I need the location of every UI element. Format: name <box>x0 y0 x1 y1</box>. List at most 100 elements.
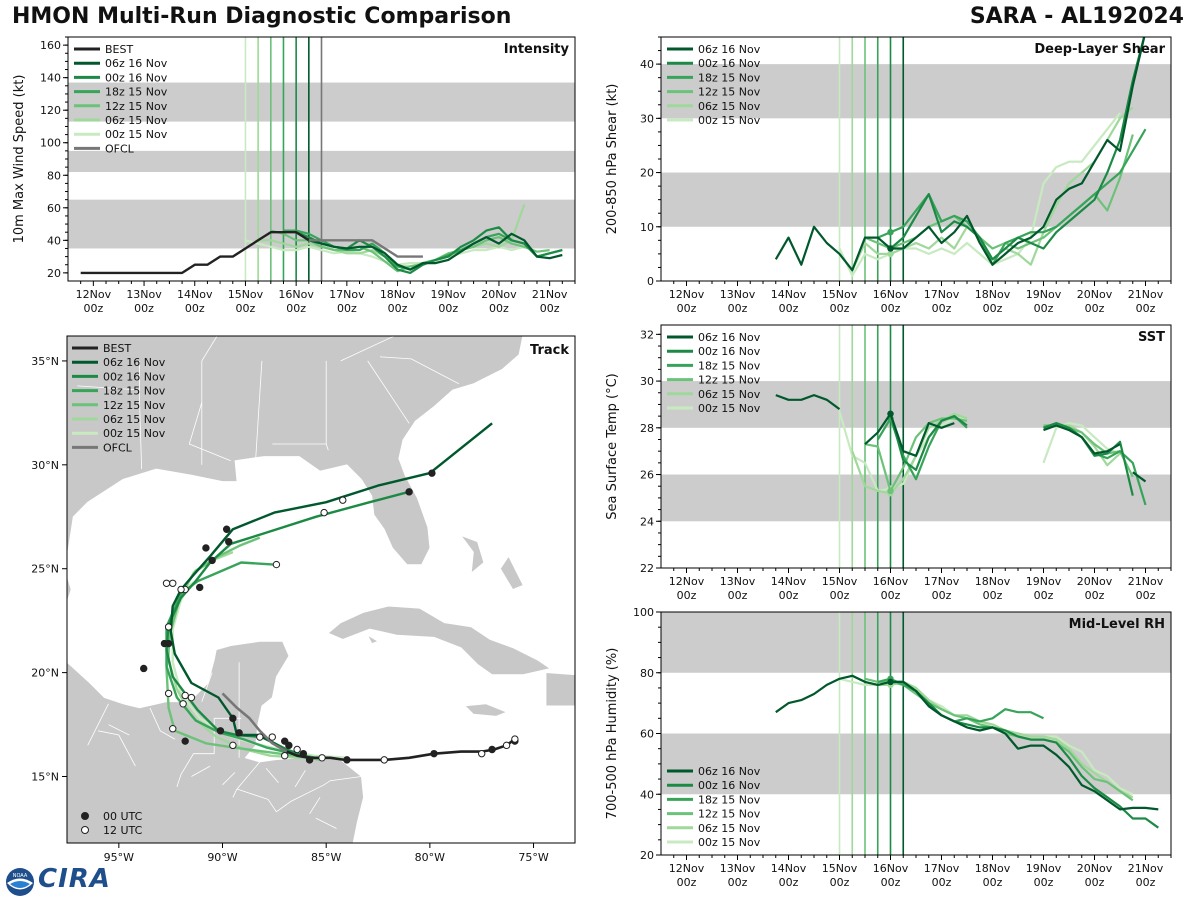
x-tick-date: 19Nov <box>431 288 467 301</box>
axes-frame <box>66 335 576 844</box>
y-tick-label: 60 <box>47 202 61 215</box>
y-tick-label: 20 <box>640 849 654 862</box>
central-america-landmass <box>67 574 364 843</box>
usa-landmass <box>67 336 524 565</box>
x-tick-hour: 00z <box>881 589 901 602</box>
x-tick-date: 13Nov <box>720 575 756 588</box>
marker-12utc <box>502 741 511 750</box>
x-tick-date: 12Nov <box>76 288 112 301</box>
lon-tick-label: 95°W <box>104 851 134 864</box>
x-tick-hour: 00z <box>932 876 952 889</box>
marker-00utc <box>222 525 231 533</box>
x-tick-hour: 00z <box>236 302 256 315</box>
x-tick-hour: 00z <box>1136 876 1156 889</box>
political-border <box>149 707 175 740</box>
series-line <box>877 128 1147 266</box>
y-tick-label: 28 <box>640 422 654 435</box>
noaa-label: NOAA <box>13 873 28 879</box>
lon-tick-label: 75°W <box>518 851 548 864</box>
x-tick-date: 17Nov <box>924 862 960 875</box>
series-line <box>1132 471 1147 483</box>
x-tick-hour: 00z <box>830 589 850 602</box>
lat-tick-label: 35°N <box>31 355 59 368</box>
legend-label: 06z 16 Nov <box>698 331 761 344</box>
marker-12utc <box>164 623 173 631</box>
x-tick-date: 20Nov <box>1077 862 1113 875</box>
lon-tick-label: 80°W <box>415 851 445 864</box>
panel-title: Intensity <box>504 42 570 57</box>
political-border <box>191 765 211 777</box>
marker-12utc <box>380 756 388 764</box>
panel-title: Deep-Layer Shear <box>1034 42 1165 57</box>
panel-title: Mid-Level RH <box>1069 617 1165 632</box>
legend-label: 18z 15 Nov <box>698 359 761 372</box>
shaded-band <box>661 612 1171 673</box>
x-tick-date: 17Nov <box>924 575 960 588</box>
legend-label: 00z 15 Nov <box>698 114 761 127</box>
y-axis-label: 700-500 hPa Humidity (%) <box>605 648 620 820</box>
x-tick-date: 12Nov <box>669 288 705 301</box>
legend-label: 00z 16 Nov <box>105 71 168 84</box>
series-line <box>1042 422 1121 464</box>
political-border <box>309 797 321 815</box>
marker-12utc <box>339 496 347 504</box>
political-border <box>188 402 231 462</box>
bahamas-landmass <box>499 555 524 590</box>
x-tick-date: 21Nov <box>532 288 568 301</box>
x-tick-date: 20Nov <box>1077 575 1113 588</box>
series-line <box>258 204 526 268</box>
political-border <box>201 672 213 702</box>
series-line <box>1043 424 1121 455</box>
marker-00utc <box>405 488 413 496</box>
x-tick-hour: 00z <box>1034 876 1054 889</box>
x-tick-hour: 00z <box>1085 876 1105 889</box>
y-tick-label: 120 <box>40 104 61 117</box>
y-axis-label: 10m Max Wind Speed (kt) <box>12 75 27 244</box>
marker-12utc <box>281 752 289 760</box>
political-border <box>222 772 236 786</box>
x-tick-hour: 00z <box>779 876 799 889</box>
y-tick-label: 22 <box>640 562 654 575</box>
series-line <box>877 677 1044 723</box>
legend-label: 12z 15 Nov <box>698 374 761 387</box>
intensity-panel: 2040608010012014016012Nov00z13Nov00z14No… <box>12 36 576 315</box>
political-border <box>98 730 136 767</box>
x-tick-hour: 00z <box>337 302 357 315</box>
y-tick-label: 60 <box>640 728 654 741</box>
panel-title: Track <box>530 343 569 358</box>
init-marker <box>887 250 894 258</box>
series-line <box>890 680 1159 829</box>
legend-label: 00z 15 Nov <box>698 836 761 849</box>
x-tick-hour: 00z <box>134 302 154 315</box>
x-tick-hour: 00z <box>677 589 697 602</box>
political-border <box>108 724 130 736</box>
x-tick-hour: 00z <box>932 589 952 602</box>
y-tick-label: 30 <box>640 112 654 125</box>
y-tick-label: 80 <box>640 667 654 680</box>
best-track-line <box>80 230 310 275</box>
x-tick-date: 21Nov <box>1128 575 1164 588</box>
marker-12utc <box>318 754 326 762</box>
hispaniola-landmass <box>545 672 575 707</box>
marker-12utc <box>477 749 486 758</box>
legend-label: 06z 15 Nov <box>698 100 761 113</box>
y-tick-label: 32 <box>640 328 654 341</box>
page-title: HMON Multi-Run Diagnostic Comparison <box>12 4 512 29</box>
y-tick-label: 20 <box>640 167 654 180</box>
x-tick-hour: 00z <box>881 302 901 315</box>
rh-plot-area <box>775 612 1159 855</box>
x-tick-hour: 00z <box>677 876 697 889</box>
sst-panel: 22242628303212Nov00z13Nov00z14Nov00z15No… <box>605 324 1172 602</box>
intensity-plot-area <box>80 37 563 281</box>
x-tick-date: 18Nov <box>380 288 416 301</box>
legend-label: 12z 15 Nov <box>103 399 166 412</box>
marker-00utc <box>428 469 436 477</box>
lat-tick-label: 30°N <box>31 459 59 472</box>
x-tick-hour: 00z <box>677 302 697 315</box>
cira-logo-text: CIRA <box>38 864 111 894</box>
legend-label: BEST <box>105 43 133 56</box>
